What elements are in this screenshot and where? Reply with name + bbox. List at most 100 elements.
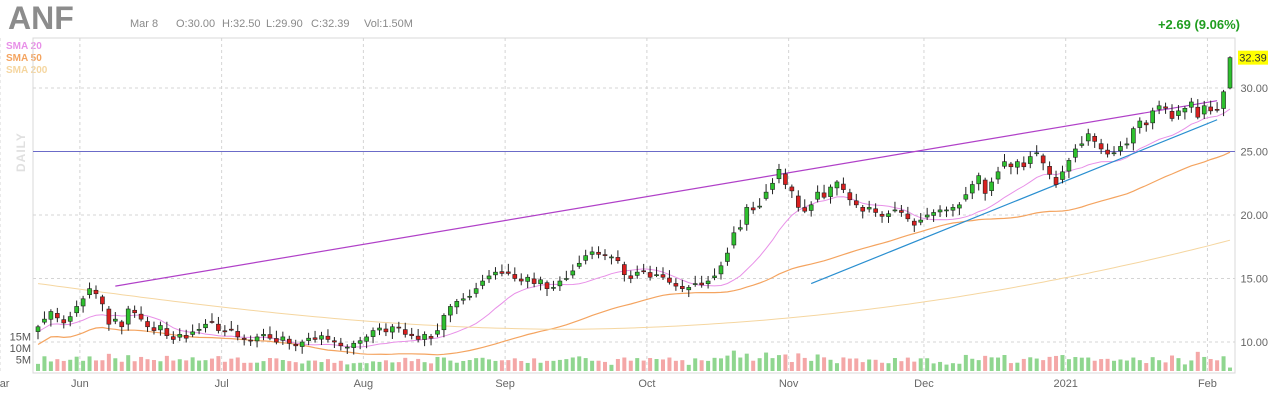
volume-tick-label: 5M <box>16 355 31 367</box>
volume-bar <box>48 361 53 371</box>
candle-body <box>351 342 357 348</box>
sma50-line <box>37 151 1231 356</box>
candle-body <box>1201 105 1207 115</box>
volume-bar <box>609 364 614 371</box>
candle-body <box>531 278 537 284</box>
candle-body <box>744 207 750 225</box>
volume-bar <box>371 361 376 371</box>
candle-body <box>409 333 415 336</box>
volume-bar <box>699 360 704 371</box>
candle-body <box>190 331 195 335</box>
candle-body <box>602 254 608 256</box>
volume-bar <box>377 361 382 371</box>
candle-body <box>158 325 163 331</box>
volume-bar <box>1079 357 1084 371</box>
price-tick-label: 10.00 <box>1240 337 1268 349</box>
volume-bar <box>1163 362 1168 371</box>
candle-body <box>80 298 86 307</box>
candle-body <box>216 323 221 331</box>
volume-bar <box>68 359 73 371</box>
candle-body <box>1047 166 1052 175</box>
volume-bar <box>493 360 498 371</box>
volume-bar <box>557 359 562 371</box>
volume-bar <box>1041 360 1046 371</box>
candle-body <box>1021 162 1027 168</box>
candle-body <box>1079 143 1085 146</box>
volume-bar <box>809 360 814 371</box>
candle-body <box>892 209 898 212</box>
volume-bar <box>345 364 350 371</box>
candle-body <box>61 319 67 324</box>
volume-value: Vol:1.50M <box>364 18 413 30</box>
volume-bar <box>796 353 801 371</box>
candle-body <box>1189 101 1194 108</box>
candle-body <box>512 274 518 279</box>
volume-bar <box>1015 362 1020 371</box>
volume-bar <box>106 353 111 371</box>
candle-body <box>1002 161 1007 167</box>
volume-bar <box>74 356 79 371</box>
volume-bar <box>267 358 272 371</box>
volume-bar <box>989 357 994 371</box>
volume-bar <box>1202 356 1207 371</box>
candle-body <box>969 184 975 194</box>
volume-bar <box>899 361 904 371</box>
volume-bar <box>197 360 202 371</box>
candle-body <box>499 271 505 274</box>
candle-body <box>448 306 453 316</box>
candle-body <box>757 205 762 208</box>
volume-bar <box>1092 360 1097 371</box>
volume-bar <box>293 362 298 371</box>
volume-bar <box>1182 364 1187 371</box>
candle-body <box>428 336 434 339</box>
volume-bar <box>931 363 936 371</box>
candle-body <box>1092 135 1097 142</box>
volume-bar <box>718 358 723 371</box>
candle-body <box>1163 106 1168 109</box>
volume-bar <box>171 360 176 371</box>
volume-bar <box>87 356 92 371</box>
bar-date: Mar 8 <box>130 18 159 30</box>
candle-body <box>518 278 524 282</box>
candle-body <box>441 315 447 331</box>
volume-bar <box>229 358 234 371</box>
candle-body <box>957 204 962 209</box>
candle-body <box>963 194 969 200</box>
candle-body <box>944 209 949 212</box>
candle-body <box>1137 120 1143 128</box>
candle-body <box>235 331 241 338</box>
candle-body <box>106 308 112 325</box>
volume-bar <box>403 357 408 371</box>
candle-body <box>815 191 820 200</box>
volume-bar <box>499 360 504 371</box>
candle-body <box>74 306 79 314</box>
candle-body <box>570 270 576 276</box>
candle-body <box>615 257 621 262</box>
volume-bar <box>918 358 923 371</box>
volume-bar <box>738 357 743 371</box>
x-tick-label: Jun <box>71 378 89 390</box>
candle-body <box>950 207 956 211</box>
candle-body <box>87 288 92 296</box>
volume-bar <box>1034 358 1039 371</box>
candle-body <box>1208 106 1213 112</box>
candle-body <box>344 346 350 349</box>
volume-bar <box>164 355 169 371</box>
volume-bar <box>1176 358 1181 371</box>
volume-bar <box>590 360 595 371</box>
candle-body <box>1053 177 1059 185</box>
candle-body <box>177 334 183 338</box>
volume-bar <box>693 358 698 371</box>
candle-body <box>67 316 73 322</box>
volume-bar <box>487 359 492 371</box>
candle-body <box>1227 57 1233 89</box>
volume-bar <box>686 364 691 371</box>
candle-body <box>254 336 260 342</box>
volume-bar <box>957 363 962 371</box>
candle-body <box>132 309 137 314</box>
volume-bar <box>1189 360 1194 371</box>
volume-bar <box>55 359 60 371</box>
volume-bar <box>126 355 131 371</box>
volume-bar <box>1047 356 1052 371</box>
candle-body <box>918 219 924 223</box>
